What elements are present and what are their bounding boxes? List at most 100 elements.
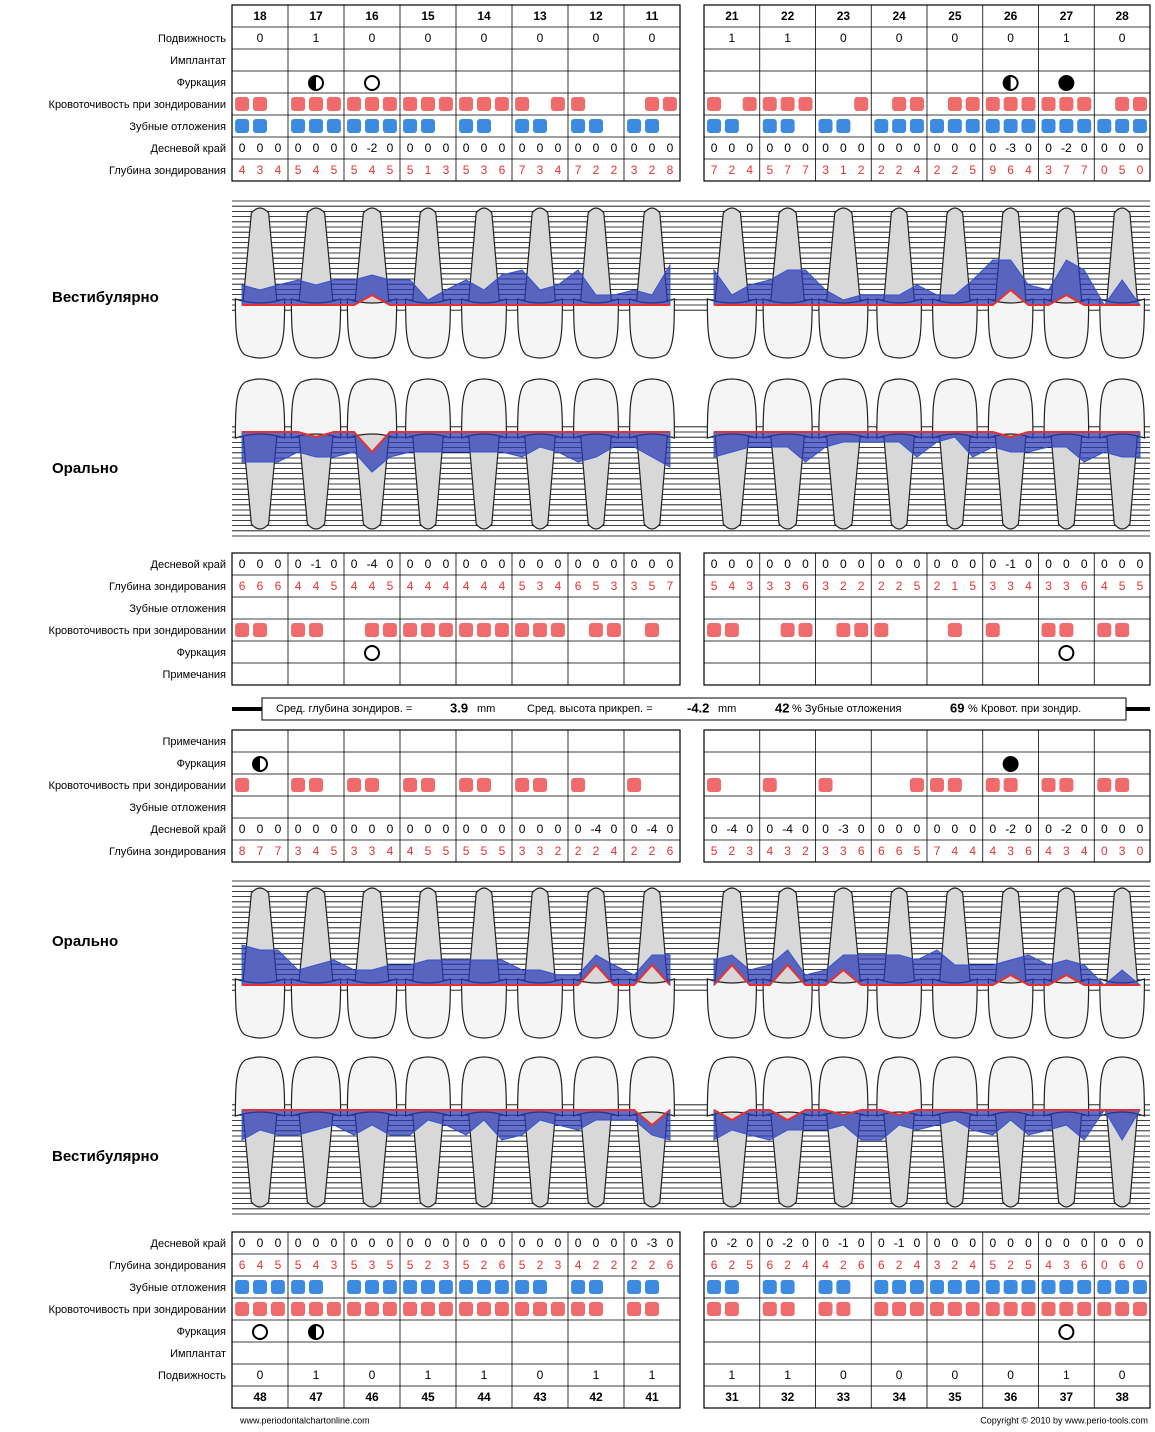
site-value: 3 [369, 844, 376, 858]
tooth-crown [988, 979, 1033, 1038]
site-value: 0 [275, 822, 282, 836]
tooth-crown [988, 1057, 1033, 1116]
site-value: 0 [425, 557, 432, 571]
furcation [1059, 646, 1073, 660]
mobility-value: 1 [481, 1368, 488, 1382]
site-value: 0 [766, 1236, 773, 1250]
site-value: 0 [989, 557, 996, 571]
tooth-number: 45 [421, 1390, 435, 1404]
site-dot [253, 119, 267, 133]
mobility-value: 1 [313, 1368, 320, 1382]
site-dot [910, 1302, 924, 1316]
site-value: -3 [1005, 141, 1016, 155]
tooth-number: 15 [421, 9, 435, 23]
tooth-crown [574, 979, 619, 1038]
site-dot [403, 778, 417, 792]
mobility-value: 1 [313, 31, 320, 45]
site-value: 3 [1007, 844, 1014, 858]
site-value: 0 [257, 141, 264, 155]
site-value: 4 [1025, 579, 1032, 593]
row-label: Имплантат [170, 55, 226, 67]
site-value: 0 [275, 557, 282, 571]
tooth-crown [347, 979, 396, 1038]
site-value: 0 [934, 1236, 941, 1250]
site-dot [763, 623, 777, 637]
site-dot [819, 97, 833, 111]
site-dot [1133, 97, 1147, 111]
site-dot [1042, 119, 1056, 133]
site-value: 6 [239, 579, 246, 593]
site-value: 0 [766, 141, 773, 155]
tooth-crown [1044, 979, 1089, 1038]
site-value: 5 [331, 844, 338, 858]
site-dot [571, 97, 585, 111]
site-dot [291, 97, 305, 111]
site-dot [645, 623, 659, 637]
site-value: 4 [257, 1258, 264, 1272]
site-dot [327, 623, 341, 637]
site-dot [1021, 119, 1035, 133]
site-dot [271, 1280, 285, 1294]
site-dot [607, 1302, 621, 1316]
site-dot [515, 119, 529, 133]
site-dot [725, 623, 739, 637]
site-dot [986, 97, 1000, 111]
tooth-crown [462, 379, 507, 438]
site-value: 0 [313, 1236, 320, 1250]
site-dot [836, 623, 850, 637]
site-dot [627, 1302, 641, 1316]
row-label: Десневой край [151, 1238, 227, 1250]
row-label: Десневой край [151, 559, 227, 571]
site-value: 7 [667, 579, 674, 593]
site-value: -4 [727, 822, 738, 836]
site-value: 3 [519, 844, 526, 858]
site-value: 0 [1137, 822, 1144, 836]
tooth-crown [877, 1057, 922, 1116]
site-dot [1059, 623, 1073, 637]
tooth-crown [763, 979, 812, 1038]
site-value: 4 [295, 579, 302, 593]
tooth-crown [933, 379, 978, 438]
tooth-number: 23 [837, 9, 851, 23]
tooth-crown [347, 299, 396, 358]
tooth-crown [574, 1057, 619, 1116]
site-dot [1021, 623, 1035, 637]
mobility-value: 0 [257, 31, 264, 45]
site-value: 5 [351, 163, 358, 177]
site-dot [271, 623, 285, 637]
site-dot [707, 778, 721, 792]
site-value: 0 [1119, 557, 1126, 571]
site-value: 0 [257, 822, 264, 836]
tooth-crown [291, 1057, 340, 1116]
mobility-value: 1 [1063, 31, 1070, 45]
site-dot [819, 1280, 833, 1294]
site-value: 0 [802, 1236, 809, 1250]
site-value: 0 [1081, 557, 1088, 571]
site-value: 7 [275, 844, 282, 858]
tooth-crown [1044, 379, 1089, 438]
site-dot [1115, 778, 1129, 792]
site-dot [1042, 1280, 1056, 1294]
site-value: 2 [575, 844, 582, 858]
site-value: 6 [667, 1258, 674, 1272]
row-label: Подвижность [158, 1370, 226, 1382]
site-dot [627, 119, 641, 133]
site-dot [798, 119, 812, 133]
site-dot [253, 1280, 267, 1294]
site-dot [235, 1280, 249, 1294]
site-dot [910, 1280, 924, 1294]
tooth-crown [518, 1057, 563, 1116]
site-value: 4 [729, 579, 736, 593]
tooth-crown [933, 1057, 978, 1116]
site-value: 4 [313, 844, 320, 858]
tooth-crown [1100, 299, 1145, 358]
site-value: 3 [822, 844, 829, 858]
tooth-number: 11 [646, 9, 659, 23]
site-value: 3 [784, 579, 791, 593]
site-dot [836, 1302, 850, 1316]
furcation [309, 1325, 323, 1339]
site-value: 0 [1025, 557, 1032, 571]
tooth-number: 25 [948, 9, 962, 23]
summary-value: 42 [775, 700, 789, 715]
site-value: 3 [1045, 163, 1052, 177]
